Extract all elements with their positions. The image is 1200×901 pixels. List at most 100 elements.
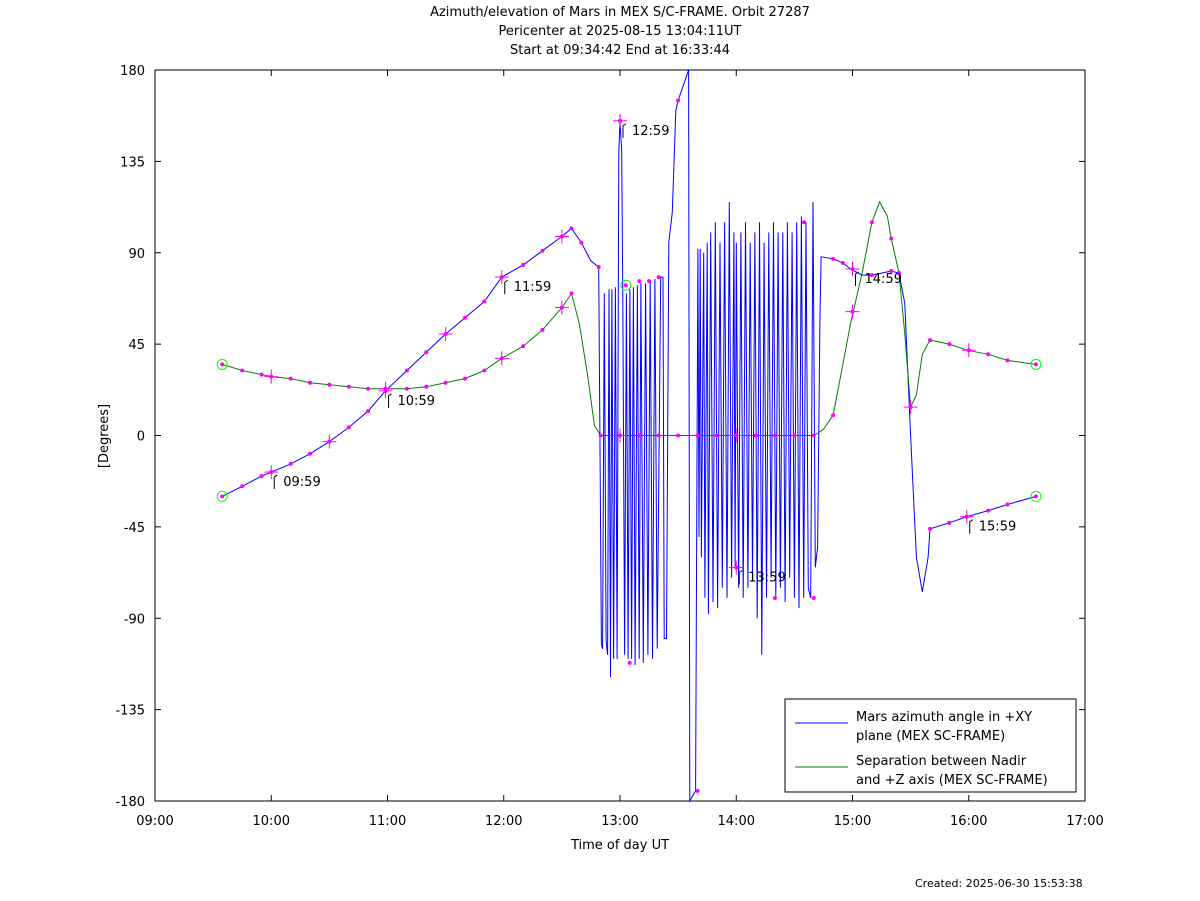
data-point-marker (840, 260, 845, 265)
annotation-label: 15:59 (979, 520, 1016, 535)
data-point-marker (986, 352, 991, 357)
chart-title-line3: Start at 09:34:42 End at 16:33:44 (509, 43, 731, 58)
x-tick-label: 15:00 (834, 814, 871, 829)
legend: Mars azimuth angle in +XY plane (MEX SC-… (784, 698, 1077, 793)
x-tick-label: 17:00 (1066, 814, 1103, 829)
data-point-marker (831, 413, 836, 418)
data-point-marker (443, 380, 448, 385)
data-point-marker (753, 433, 758, 438)
hour-marker-dot (964, 514, 969, 519)
hour-marker-dot (850, 309, 855, 314)
hour-marker-dot (559, 234, 564, 239)
data-point-marker (656, 433, 661, 438)
hour-marker-dot (618, 433, 622, 438)
data-point-marker (831, 256, 836, 261)
x-tick-label: 09:00 (136, 814, 173, 829)
y-tick-label: -135 (115, 704, 145, 719)
data-point-marker (424, 350, 429, 355)
x-tick-label: 13:00 (601, 814, 638, 829)
plot-annotations: 09:59 10:59 11:59 12:59 13:59 14:59 15:59 (273, 123, 1016, 585)
x-tick-label: 12:00 (485, 814, 522, 829)
data-point-marker (259, 474, 264, 479)
data-point-marker (366, 386, 371, 391)
x-tick-label: 14:00 (718, 814, 755, 829)
data-point-marker (404, 368, 409, 373)
data-point-marker (540, 248, 545, 253)
data-point-marker (1005, 502, 1010, 507)
annotation-pointer (969, 519, 974, 534)
data-point-marker (288, 376, 293, 381)
hour-marker-dot (269, 470, 274, 475)
hour-marker-dot (850, 266, 855, 271)
annotation-label: 11:59 (514, 280, 551, 295)
hour-marker-dot (499, 275, 504, 280)
chart-title-line1: Azimuth/elevation of Mars in MEX S/C-FRA… (430, 5, 810, 20)
data-point-marker (463, 315, 468, 320)
data-point-marker (811, 595, 816, 600)
data-point-marker (404, 386, 409, 391)
chart-title-line2: Pericenter at 2025-08-15 13:04:11UT (498, 24, 742, 39)
data-point-marker (792, 433, 797, 438)
annotation-label: 14:59 (865, 272, 902, 287)
data-point-marker (897, 271, 901, 276)
data-point-marker (259, 372, 264, 377)
hour-marker-dot (443, 331, 448, 336)
plot-markers (216, 98, 1042, 793)
data-point-marker (928, 338, 933, 343)
annotation-label: 10:59 (398, 394, 435, 409)
endpoint-circle (1030, 490, 1042, 502)
annotation-pointer (388, 393, 392, 408)
endpoint-dot (1033, 362, 1038, 367)
data-point-marker (521, 262, 526, 267)
data-point-marker (569, 226, 574, 231)
hour-marker-dot (559, 305, 564, 310)
series-line-azimuth (221, 69, 1037, 803)
data-point-marker (366, 409, 371, 414)
data-point-marker (889, 269, 894, 274)
hour-marker-dot (327, 439, 332, 444)
annotation-pointer (504, 279, 509, 295)
annotation-pointer (855, 271, 859, 286)
data-point-marker (714, 433, 719, 438)
hour-marker-dot (269, 374, 274, 379)
data-point-marker (579, 240, 584, 245)
legend-label-separation-1: Separation between Nadir (856, 754, 1027, 769)
data-point-marker (928, 526, 933, 531)
annotation-label: 13:59 (748, 570, 785, 585)
endpoint-dot (1033, 494, 1038, 499)
hour-marker-dot (908, 405, 913, 410)
legend-label-azimuth-2: plane (MEX SC-FRAME) (856, 729, 1005, 744)
annotation-pointer (273, 474, 278, 490)
data-point-marker (656, 275, 661, 280)
y-tick-label: 135 (120, 155, 145, 170)
data-point-marker (811, 433, 816, 438)
x-tick-label: 10:00 (253, 814, 290, 829)
plot-lines (221, 69, 1037, 803)
data-point-marker (869, 273, 874, 278)
y-tick-label: -180 (115, 795, 145, 810)
hour-marker-dot (618, 118, 622, 123)
data-point-marker (676, 98, 681, 103)
data-point-marker (647, 279, 652, 284)
data-point-marker (889, 236, 894, 241)
y-tick-label: -45 (124, 521, 145, 536)
legend-label-azimuth-1: Mars azimuth angle in +XY (856, 710, 1032, 725)
data-point-marker (482, 368, 487, 373)
x-tick-label: 16:00 (950, 814, 987, 829)
hour-marker-dot (966, 348, 971, 353)
data-point-marker (695, 788, 700, 793)
endpoint-circle (216, 490, 228, 502)
annotation-pointer (738, 570, 743, 585)
data-point-marker (676, 433, 681, 438)
hour-marker-dot (734, 433, 739, 438)
data-point-marker (1005, 358, 1010, 363)
data-point-marker (869, 220, 874, 225)
data-point-marker (772, 433, 777, 438)
data-point-marker (346, 425, 351, 430)
y-tick-label: 90 (128, 247, 145, 262)
data-point-marker (482, 299, 487, 304)
y-tick-label: -90 (124, 612, 145, 627)
data-point-marker (240, 484, 245, 489)
data-point-marker (772, 595, 777, 600)
data-point-marker (627, 660, 632, 665)
